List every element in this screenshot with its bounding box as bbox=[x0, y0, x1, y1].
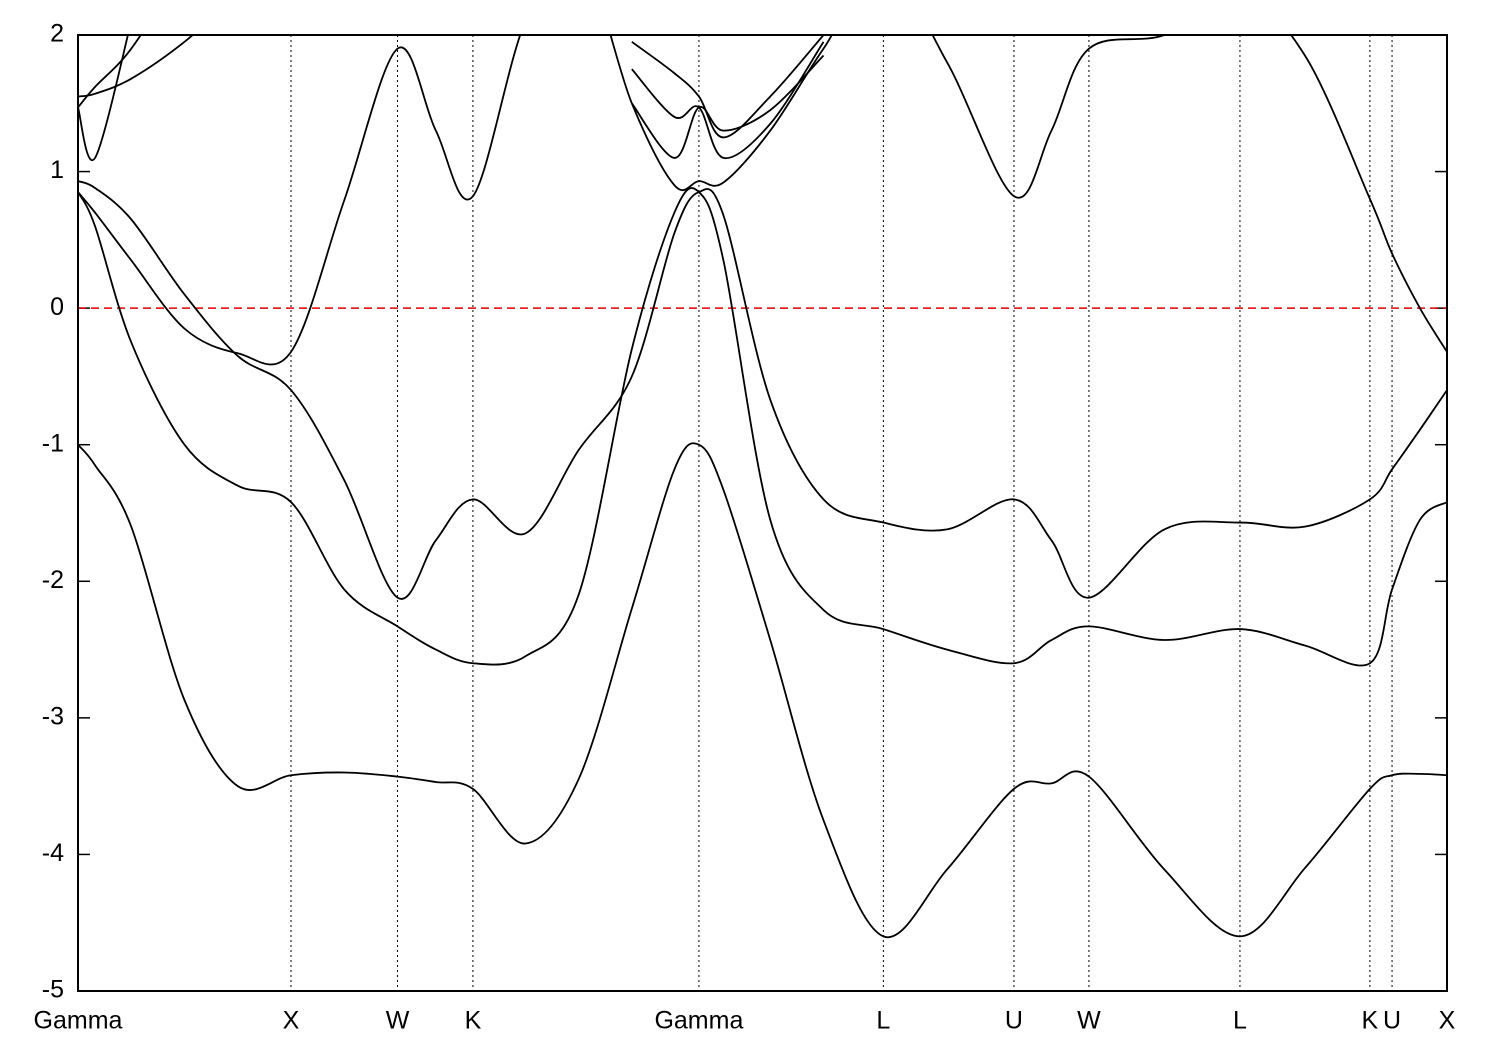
x-tick-label: L bbox=[876, 1007, 890, 1035]
band-line bbox=[78, 35, 1447, 366]
band-line bbox=[78, 180, 1447, 600]
plot-area bbox=[78, 35, 1447, 939]
band-line bbox=[78, 35, 825, 162]
y-tick-label: -5 bbox=[42, 976, 64, 1004]
x-tick-label: X bbox=[1439, 1007, 1456, 1035]
y-tick-label: -2 bbox=[42, 566, 64, 594]
y-tick-label: -4 bbox=[42, 839, 64, 867]
x-tick-label: W bbox=[386, 1007, 410, 1035]
x-tick-label: X bbox=[283, 1007, 300, 1035]
x-tick-label: K bbox=[465, 1007, 482, 1035]
x-tick-label: U bbox=[1005, 1007, 1023, 1035]
x-tick-label: U bbox=[1383, 1007, 1401, 1035]
x-tick-label: Gamma bbox=[34, 1007, 123, 1035]
y-tick-label: -3 bbox=[42, 702, 64, 730]
y-tick-label: 2 bbox=[50, 20, 64, 48]
y-tick-label: 0 bbox=[50, 293, 64, 321]
band-line bbox=[78, 35, 825, 139]
x-tick-label: K bbox=[1362, 1007, 1379, 1035]
x-tick-label: Gamma bbox=[654, 1007, 743, 1035]
band-line bbox=[78, 442, 1447, 939]
x-tick-label: W bbox=[1077, 1007, 1101, 1035]
band-line bbox=[78, 187, 1447, 667]
y-tick-label: -1 bbox=[42, 429, 64, 457]
plot-frame bbox=[77, 34, 1448, 992]
band-line bbox=[78, 35, 825, 159]
y-tick-label: 1 bbox=[50, 156, 64, 184]
x-tick-label: L bbox=[1233, 1007, 1247, 1035]
